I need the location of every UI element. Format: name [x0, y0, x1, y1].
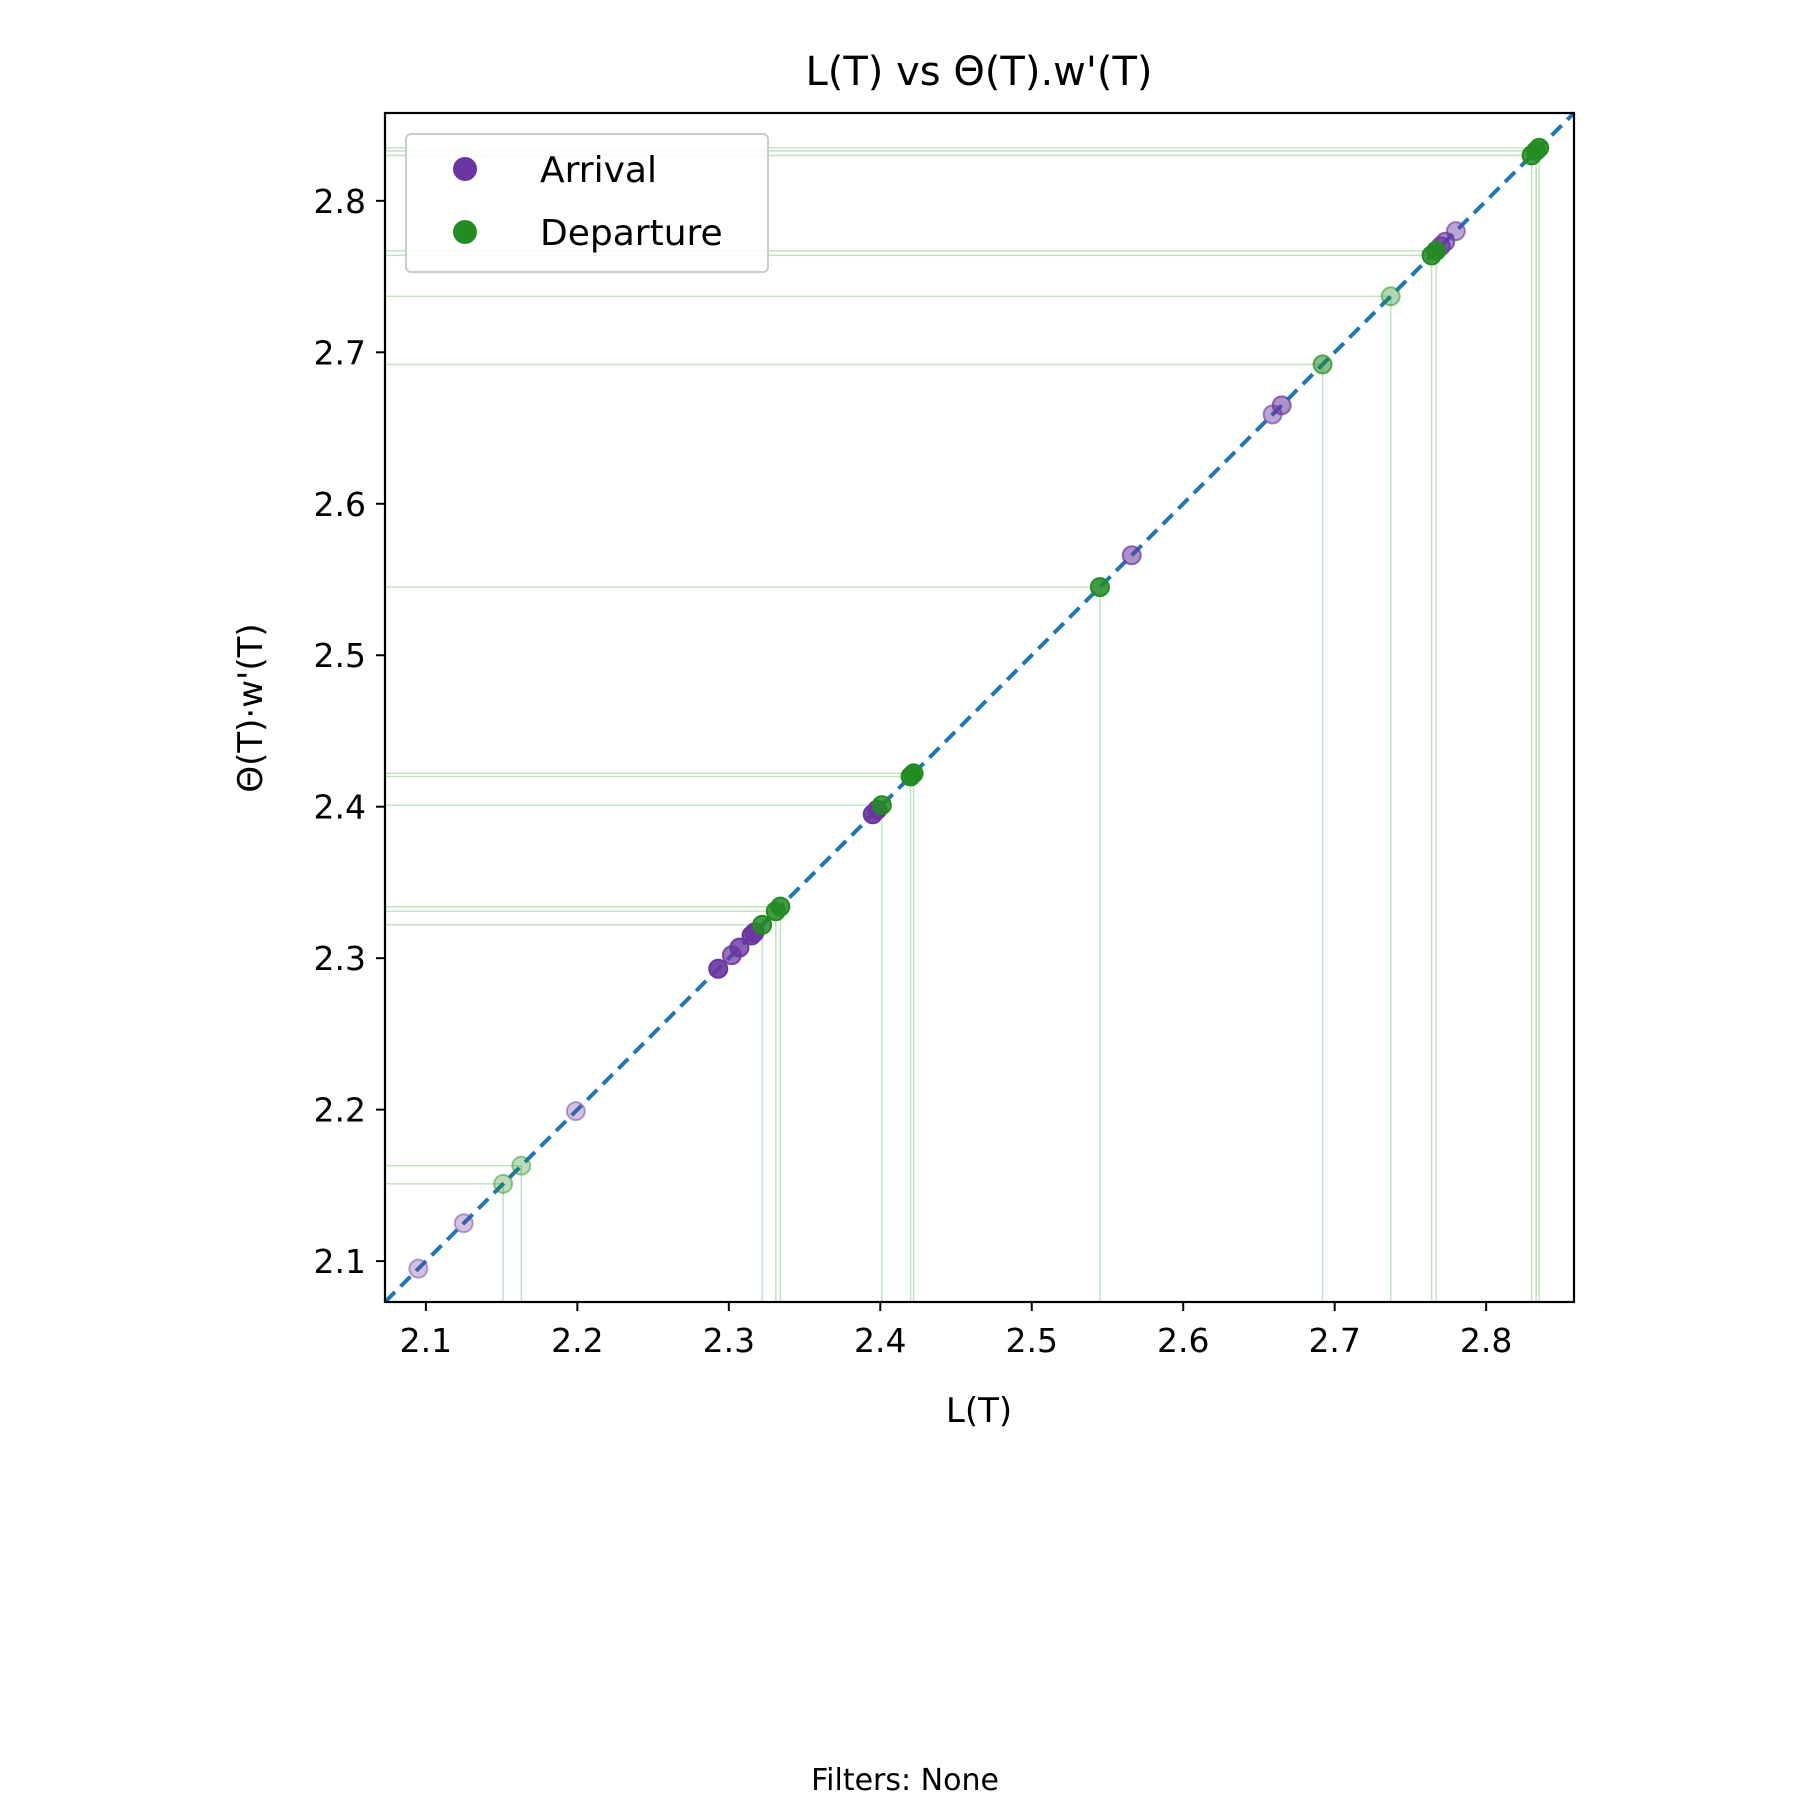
data-point-departure: [752, 914, 773, 935]
x-tick-label: 2.7: [1308, 1321, 1360, 1360]
y-tick-label: 2.7: [314, 333, 366, 372]
legend-marker-arrival: [453, 157, 477, 181]
y-tick-label: 2.5: [314, 636, 366, 675]
x-tick-label: 2.1: [400, 1321, 452, 1360]
x-tick-label: 2.2: [551, 1321, 603, 1360]
data-point-arrival: [565, 1101, 586, 1122]
data-point-arrival: [729, 937, 750, 958]
data-point-departure: [1089, 577, 1110, 598]
data-point-departure: [511, 1155, 532, 1176]
data-point-departure: [871, 795, 892, 816]
plot-frame: [383, 111, 1576, 1304]
filters-footer: Filters: None: [811, 1763, 999, 1798]
data-point-departure: [1380, 286, 1401, 307]
x-axis-label: L(T): [946, 1391, 1012, 1431]
data-point-departure: [1426, 240, 1447, 261]
y-tick-label: 2.2: [314, 1091, 366, 1130]
legend-label-departure: Departure: [540, 213, 723, 254]
y-tick-label: 2.3: [314, 939, 366, 978]
data-point-departure: [1312, 354, 1333, 375]
chart-title: L(T) vs Θ(T).w'(T): [805, 49, 1152, 95]
data-point-arrival: [408, 1258, 429, 1279]
reference-line-identity: [383, 111, 1576, 1304]
y-tick-label: 2.1: [314, 1242, 366, 1281]
x-tick-label: 2.4: [854, 1321, 906, 1360]
data-point-departure: [1529, 137, 1550, 158]
data-point-arrival: [453, 1213, 474, 1234]
x-tick-label: 2.5: [1006, 1321, 1058, 1360]
x-tick-label: 2.8: [1460, 1321, 1512, 1360]
plot-area: [383, 111, 1576, 1304]
axis-ticks: 2.1 2.2 2.3 2.4 2.5 2.6 2.7 2.8 2.1 2.2 2.3 2.4 2.5 2…: [314, 182, 1513, 1360]
y-axis-label: Θ(T)·w'(T): [231, 623, 271, 792]
data-point-departure: [770, 896, 791, 917]
legend-marker-departure: [453, 220, 477, 244]
data-point-arrival: [1271, 395, 1292, 416]
legend-box: [405, 133, 769, 273]
legend-label-arrival: Arrival: [540, 150, 657, 191]
data-point-arrival: [708, 958, 729, 979]
x-tick-label: 2.6: [1157, 1321, 1209, 1360]
data-point-departure: [493, 1173, 514, 1194]
data-point-arrival: [1121, 545, 1142, 566]
data-point-arrival: [1445, 221, 1466, 242]
data-point-departure: [903, 763, 924, 784]
y-tick-label: 2.6: [314, 485, 366, 524]
x-tick-label: 2.3: [703, 1321, 755, 1360]
legend: Arrival Departure: [405, 133, 769, 273]
y-tick-label: 2.8: [314, 182, 366, 221]
y-tick-label: 2.4: [314, 788, 366, 827]
